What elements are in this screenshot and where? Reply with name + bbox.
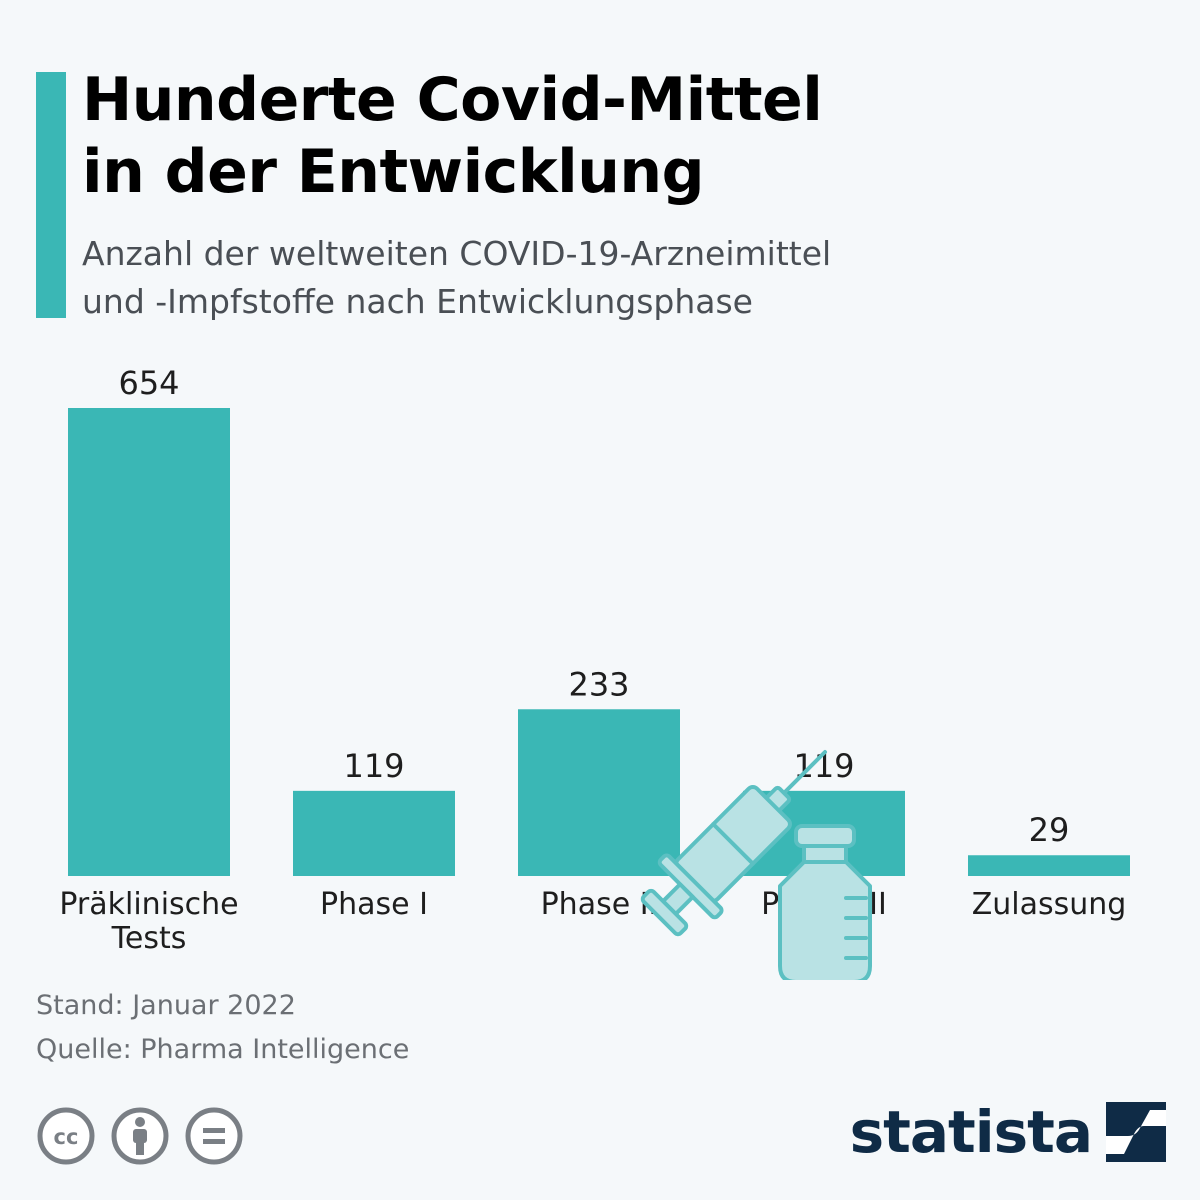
chart-title-line-2: in der Entwicklung <box>82 137 705 207</box>
bar <box>68 408 230 876</box>
category-label: Präklinische <box>59 887 238 922</box>
vial-icon <box>778 824 872 980</box>
attribution-icon[interactable] <box>110 1106 170 1166</box>
bar <box>968 855 1130 876</box>
category-label: Phase I <box>320 887 428 922</box>
svg-text:cc: cc <box>54 1125 79 1149</box>
chart-title: Hunderte Covid-Mittel in der Entwicklung <box>82 64 823 208</box>
title-accent-bar <box>36 72 66 318</box>
category-label: Zulassung <box>972 887 1127 922</box>
statista-logo-icon <box>1106 1102 1166 1162</box>
cc-icon[interactable]: cc <box>36 1106 96 1166</box>
data-label: 233 <box>568 665 629 703</box>
bar-group: 29 Zulassung <box>968 811 1130 922</box>
date-note: Stand: Januar 2022 <box>36 990 296 1021</box>
category-label: Phase II <box>541 887 658 922</box>
category-label: Tests <box>111 921 187 956</box>
statista-branding[interactable]: statista <box>850 1098 1166 1166</box>
bar <box>293 790 455 876</box>
license-icons: cc <box>36 1106 244 1166</box>
vaccine-vial-syringe-icon <box>640 750 872 980</box>
chart-subtitle-line-2: und -Impfstoffe nach Entwicklungsphase <box>82 282 753 321</box>
bar <box>518 709 680 876</box>
data-label: 654 <box>118 364 179 402</box>
chart-subtitle-line-1: Anzahl der weltweiten COVID-19-Arzneimit… <box>82 234 832 273</box>
syringe-icon <box>640 750 827 937</box>
bar-group: 119 Phase I <box>293 747 455 922</box>
bar-group: 233 Phase II <box>518 665 680 922</box>
source-note: Quelle: Pharma Intelligence <box>36 1034 410 1065</box>
chart-subtitle: Anzahl der weltweiten COVID-19-Arzneimit… <box>82 230 831 326</box>
brand-name: statista <box>849 1098 1093 1166</box>
data-label: 119 <box>343 747 404 785</box>
data-label: 29 <box>1029 811 1070 849</box>
no-derivatives-icon[interactable] <box>184 1106 244 1166</box>
chart-title-line-1: Hunderte Covid-Mittel <box>82 65 823 135</box>
